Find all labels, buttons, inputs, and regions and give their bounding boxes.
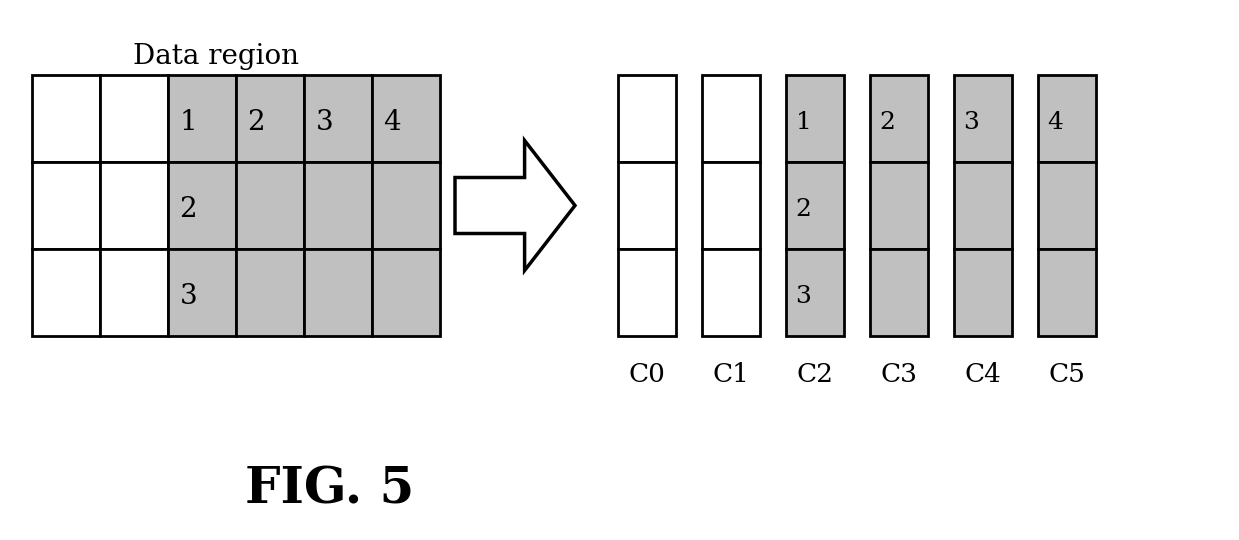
- Bar: [786, 162, 844, 249]
- Bar: [372, 249, 440, 336]
- Text: 4: 4: [384, 109, 401, 137]
- Bar: [1038, 249, 1097, 336]
- Bar: [372, 75, 440, 162]
- Bar: [618, 162, 676, 249]
- Bar: [870, 249, 928, 336]
- Text: 1: 1: [795, 111, 812, 134]
- Text: 2: 2: [248, 109, 265, 137]
- Bar: [954, 75, 1012, 162]
- Text: 1: 1: [180, 109, 197, 137]
- Text: FIG. 5: FIG. 5: [245, 465, 415, 515]
- Text: 2: 2: [880, 111, 896, 134]
- Bar: [32, 249, 100, 336]
- Text: 2: 2: [795, 198, 812, 221]
- Bar: [235, 75, 304, 162]
- Bar: [304, 75, 372, 162]
- Text: 4: 4: [1047, 111, 1063, 134]
- Text: C4: C4: [965, 361, 1001, 387]
- Bar: [870, 162, 928, 249]
- Bar: [169, 75, 235, 162]
- Text: 3: 3: [964, 111, 979, 134]
- Bar: [372, 162, 440, 249]
- Bar: [703, 162, 760, 249]
- Bar: [954, 162, 1012, 249]
- Bar: [954, 249, 1012, 336]
- Text: C0: C0: [628, 361, 665, 387]
- Bar: [100, 249, 169, 336]
- Bar: [618, 249, 676, 336]
- Bar: [703, 249, 760, 336]
- Bar: [304, 249, 372, 336]
- Text: C5: C5: [1048, 361, 1085, 387]
- Bar: [1038, 75, 1097, 162]
- Text: 2: 2: [180, 197, 197, 224]
- Bar: [100, 75, 169, 162]
- Bar: [618, 75, 676, 162]
- Bar: [870, 75, 928, 162]
- Bar: [169, 249, 235, 336]
- Bar: [304, 162, 372, 249]
- Text: 3: 3: [795, 285, 812, 308]
- Bar: [32, 75, 100, 162]
- Bar: [703, 75, 760, 162]
- Text: Data region: Data region: [133, 44, 299, 71]
- Text: C3: C3: [881, 361, 918, 387]
- Bar: [235, 162, 304, 249]
- Bar: [786, 75, 844, 162]
- Bar: [169, 162, 235, 249]
- Text: C1: C1: [712, 361, 750, 387]
- Bar: [32, 162, 100, 249]
- Polygon shape: [455, 140, 575, 271]
- Bar: [786, 249, 844, 336]
- Text: 3: 3: [180, 284, 197, 310]
- Bar: [235, 249, 304, 336]
- Bar: [100, 162, 169, 249]
- Text: C2: C2: [797, 361, 834, 387]
- Bar: [1038, 162, 1097, 249]
- Text: 3: 3: [316, 109, 333, 137]
